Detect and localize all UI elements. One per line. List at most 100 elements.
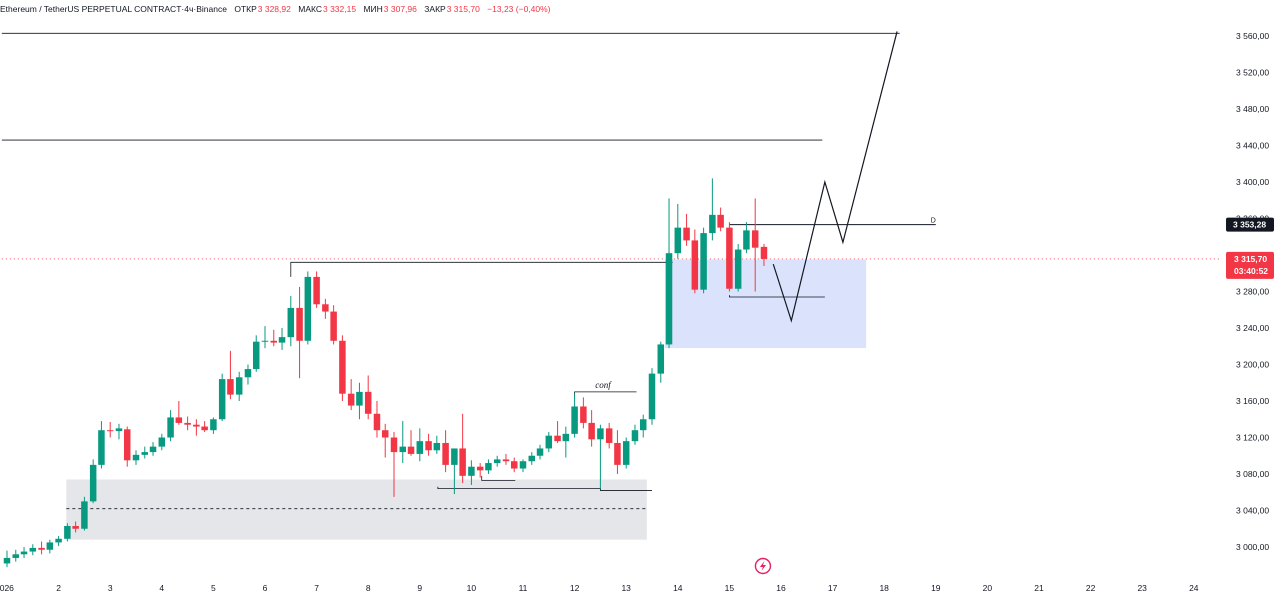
price-tick: 3 560,00	[1236, 31, 1269, 41]
countdown-label: 03:40:52	[1234, 266, 1268, 276]
candle-body	[399, 446, 407, 453]
time-tick: 19	[931, 583, 941, 593]
candle-body	[123, 429, 131, 461]
candle-body	[580, 406, 587, 423]
candle-body	[528, 455, 536, 462]
high-label: МАКС	[298, 4, 322, 14]
candle-body	[571, 406, 578, 434]
time-tick: 16	[776, 583, 786, 593]
candle-body	[347, 393, 355, 406]
time-tick: 5	[211, 583, 216, 593]
structure-line	[574, 391, 637, 400]
candle-body	[106, 430, 114, 432]
candle-body	[330, 311, 337, 341]
current-price-label: 3 315,70	[1234, 254, 1267, 264]
candle-body	[425, 441, 432, 451]
time-tick: 23	[1137, 583, 1147, 593]
candle-body	[98, 430, 105, 465]
candle-body	[562, 433, 570, 442]
candle-body	[709, 214, 716, 234]
candle-body	[510, 461, 518, 469]
price-tick: 3 080,00	[1236, 469, 1269, 479]
projection-path	[772, 31, 898, 323]
candle-body	[751, 230, 759, 248]
candle-body	[287, 307, 295, 338]
time-tick: 6	[263, 583, 268, 593]
time-tick: 22	[1086, 583, 1096, 593]
candle-body	[674, 227, 682, 254]
open-label: ОТКР	[234, 4, 257, 14]
time-tick: 7	[314, 583, 319, 593]
candle-body	[381, 430, 389, 438]
current-price-badge	[1226, 251, 1274, 279]
time-tick: 24	[1189, 583, 1199, 593]
candle-body	[536, 448, 544, 456]
lightning-icon[interactable]	[759, 561, 766, 571]
candle-body	[20, 551, 28, 555]
candle-body	[261, 340, 269, 342]
time-tick: 8	[366, 583, 371, 593]
candle-body	[81, 501, 88, 529]
candle-body	[149, 446, 157, 453]
change-value: −13,23 (−0,40%)	[487, 4, 551, 14]
level-price-label: 3 353,28	[1233, 220, 1266, 230]
candle-body	[132, 454, 140, 461]
candle-body	[175, 417, 183, 423]
time-tick: 10	[467, 583, 477, 593]
candle-body	[726, 227, 733, 289]
candle-body	[639, 419, 647, 431]
candle-body	[167, 417, 174, 438]
chart-header: Ethereum / TetherUS PERPETUAL CONTRACT ·…	[0, 0, 1220, 18]
price-tick: 3 120,00	[1236, 433, 1269, 443]
candle-body	[296, 307, 303, 341]
candle-body	[717, 214, 724, 228]
candle-body	[373, 413, 381, 431]
structure-line	[290, 261, 673, 277]
time-tick: 20	[983, 583, 993, 593]
candle-body	[622, 441, 630, 465]
candle-body	[760, 246, 768, 259]
low-value: 3 307,96	[383, 4, 417, 14]
symbol-title[interactable]: Ethereum / TetherUS PERPETUAL CONTRACT	[0, 4, 182, 14]
candle-body	[227, 379, 234, 395]
candle-body	[193, 424, 200, 427]
candle-body	[141, 452, 149, 455]
close-label: ЗАКР	[424, 4, 446, 14]
price-tick: 3 400,00	[1236, 177, 1269, 187]
high-value: 3 332,15	[322, 4, 357, 14]
candle-body	[459, 448, 466, 476]
candle-body	[201, 426, 208, 431]
candle-body	[665, 253, 673, 345]
candle-body	[304, 276, 312, 341]
time-tick: 11	[519, 583, 528, 593]
price-tick: 3 000,00	[1236, 542, 1269, 552]
time-tick: 17	[828, 583, 838, 593]
candle-body	[3, 557, 11, 564]
candle-body	[313, 276, 320, 305]
price-tick: 3 040,00	[1236, 506, 1269, 516]
candle-body	[278, 337, 286, 343]
interval-label[interactable]: 4ч	[184, 4, 194, 14]
candle-body	[322, 304, 329, 312]
candle-body	[433, 442, 441, 451]
candle-body	[252, 341, 260, 370]
candle-body	[451, 448, 458, 465]
candle-body	[485, 463, 492, 471]
candle-body	[442, 442, 449, 465]
candle-body	[545, 435, 553, 449]
candle-body	[364, 391, 372, 414]
candle-body	[683, 227, 690, 241]
time-tick: 18	[879, 583, 889, 593]
structure-line	[481, 475, 516, 481]
level-d-label: D	[931, 218, 936, 225]
low-label: МИН	[363, 4, 383, 14]
structure-line	[729, 295, 825, 298]
candle-body	[184, 422, 191, 425]
candle-body	[55, 538, 62, 543]
price-tick: 3 240,00	[1236, 323, 1269, 333]
candle-body	[657, 344, 665, 374]
candle-body	[64, 526, 71, 539]
price-tick: 3 280,00	[1236, 287, 1269, 297]
